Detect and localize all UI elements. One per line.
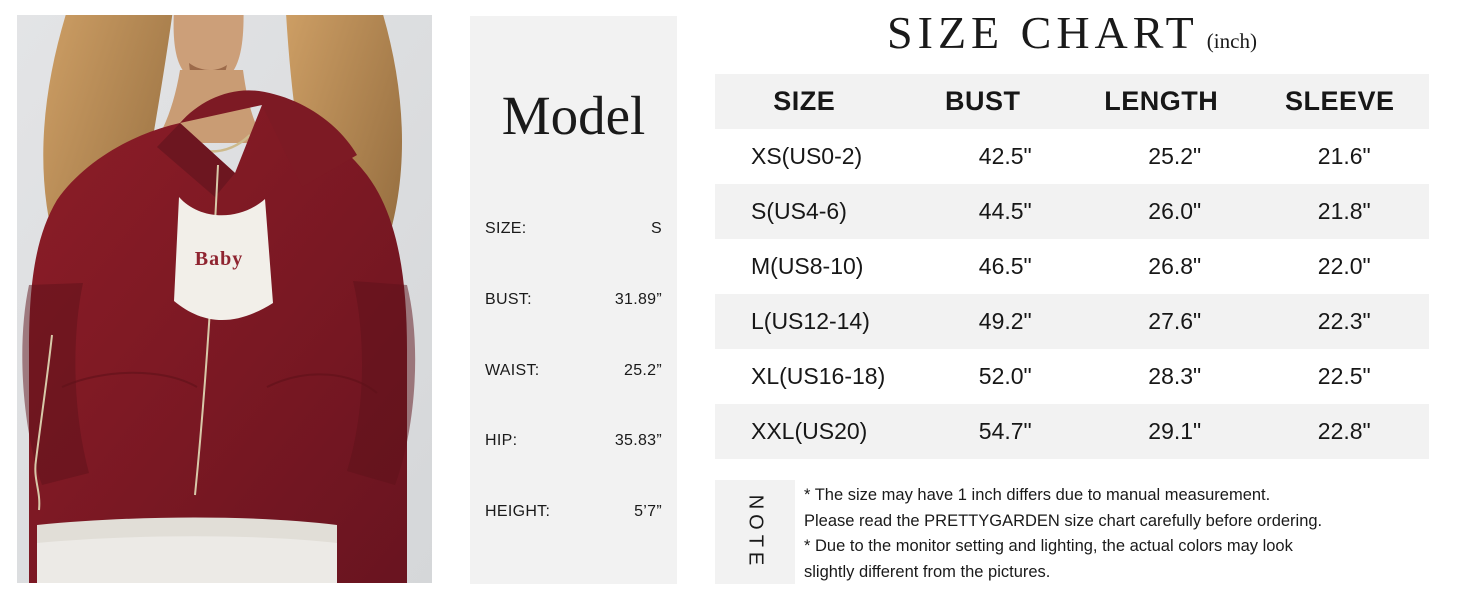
svg-text:Baby: Baby [195,248,243,270]
